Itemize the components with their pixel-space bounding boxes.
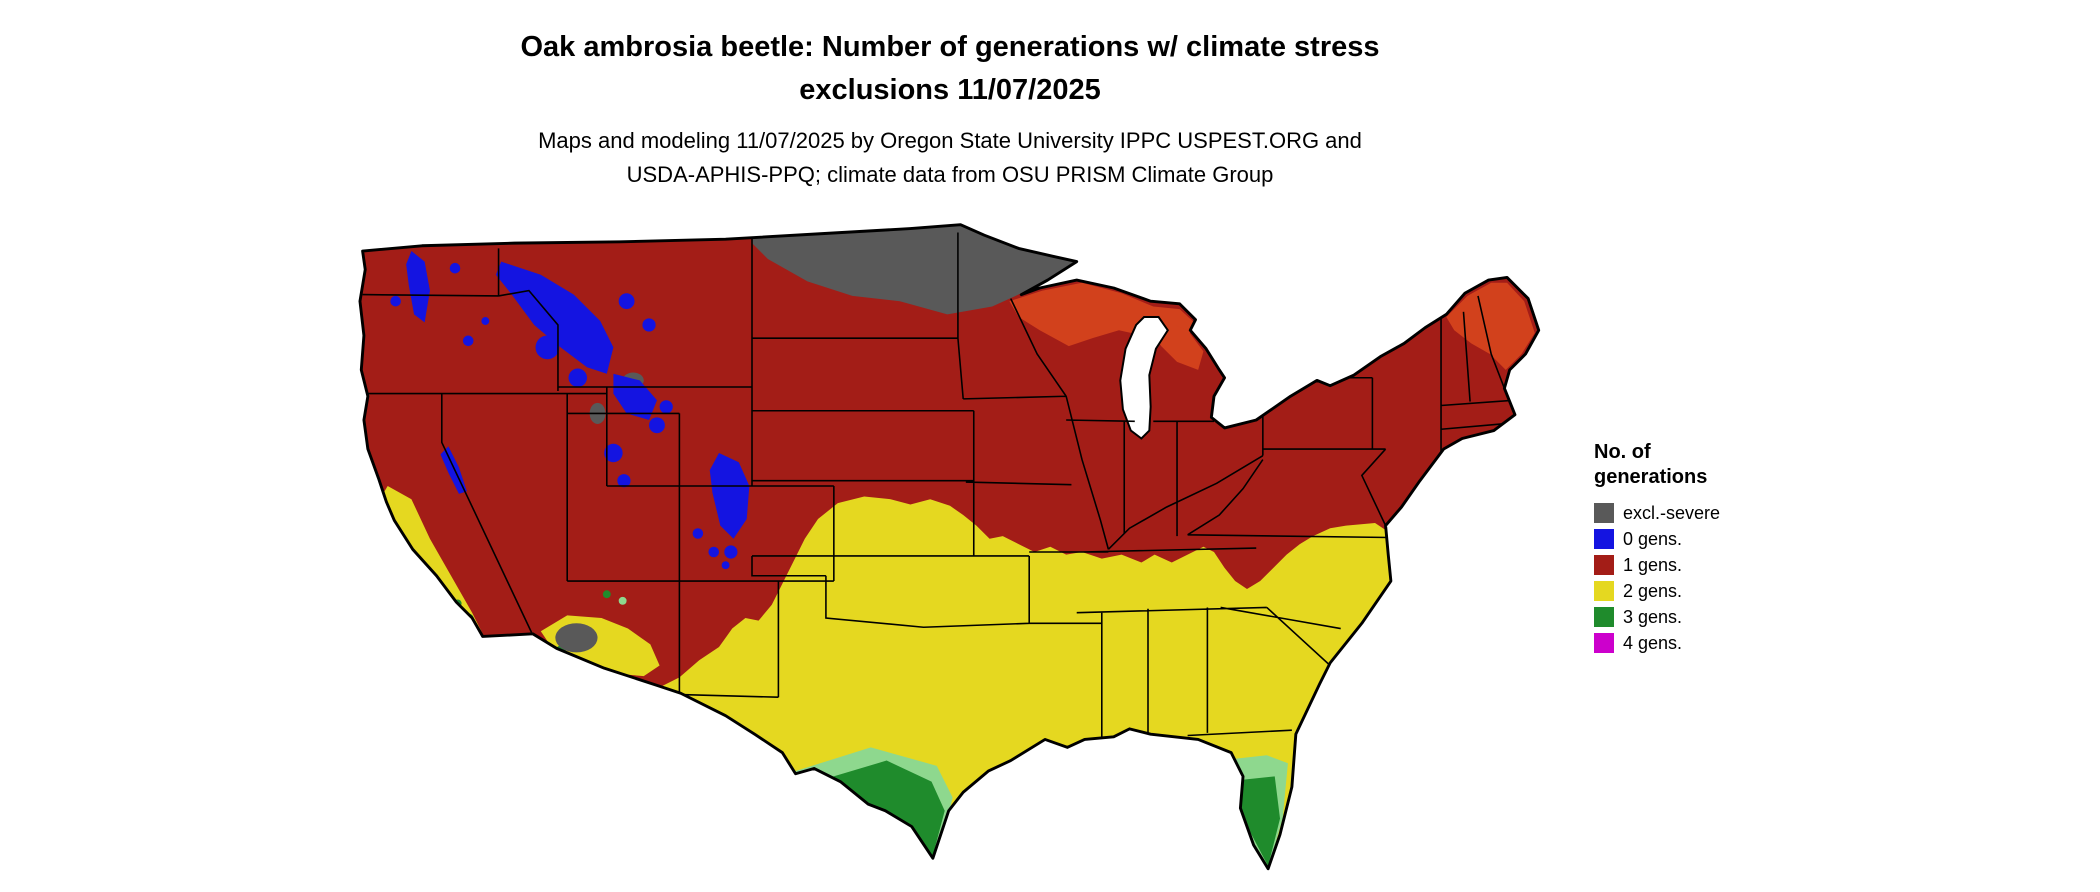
state-boundaries xyxy=(359,225,1516,737)
region-2gens-california xyxy=(379,486,483,634)
map-legend: No. of generations excl.-severe 0 gens. … xyxy=(1594,440,1720,656)
legend-label-2-gens: 2 gens. xyxy=(1623,580,1683,601)
legend-title-line1: No. of xyxy=(1594,441,1651,463)
legend-swatch-3-gens xyxy=(1594,607,1614,627)
map-title-line2: exclusions 11/07/2025 xyxy=(799,74,1101,106)
legend-swatch-1-gens xyxy=(1594,555,1614,575)
legend-item-1-gens: 1 gens. xyxy=(1594,552,1720,578)
legend-label-excl-severe: excl.-severe xyxy=(1623,502,1721,523)
legend-item-2-gens: 2 gens. xyxy=(1594,578,1720,604)
legend-label-0-gens: 0 gens. xyxy=(1623,528,1683,549)
legend-item-3-gens: 3 gens. xyxy=(1594,604,1720,630)
legend-swatch-4-gens xyxy=(1594,633,1614,653)
region-1gens-warm-maine xyxy=(1446,282,1535,370)
map-raster-layers xyxy=(359,224,1539,869)
legend-swatch-excl-severe xyxy=(1594,503,1614,523)
us-map xyxy=(340,222,1560,882)
map-subtitle-line2: USDA-APHIS-PPQ; climate data from OSU PR… xyxy=(626,162,1274,187)
map-subtitle-line1: Maps and modeling 11/07/2025 by Oregon S… xyxy=(538,128,1362,153)
figure-header: Oak ambrosia beetle: Number of generatio… xyxy=(0,26,1900,192)
legend-label-3-gens: 3 gens. xyxy=(1623,606,1683,627)
legend-item-4-gens: 4 gens. xyxy=(1594,630,1720,656)
legend-swatch-0-gens xyxy=(1594,529,1614,549)
us-outline xyxy=(358,223,1541,871)
legend-title-line2: generations xyxy=(1594,466,1708,488)
legend-item-0-gens: 0 gens. xyxy=(1594,526,1720,552)
map-subtitle: Maps and modeling 11/07/2025 by Oregon S… xyxy=(0,124,1900,192)
legend-swatch-2-gens xyxy=(1594,581,1614,601)
map-title: Oak ambrosia beetle: Number of generatio… xyxy=(0,26,1900,112)
region-0gens-mountains xyxy=(390,251,750,570)
lake-michigan xyxy=(1119,316,1169,440)
legend-label-4-gens: 4 gens. xyxy=(1623,632,1683,653)
legend-title: No. of generations xyxy=(1594,440,1720,490)
legend-item-excl-severe: excl.-severe xyxy=(1594,500,1720,526)
us-map-svg xyxy=(358,223,1541,871)
map-title-line1: Oak ambrosia beetle: Number of generatio… xyxy=(520,31,1380,63)
legend-label-1-gens: 1 gens. xyxy=(1623,554,1683,575)
region-excl-north-plains xyxy=(752,224,1077,315)
